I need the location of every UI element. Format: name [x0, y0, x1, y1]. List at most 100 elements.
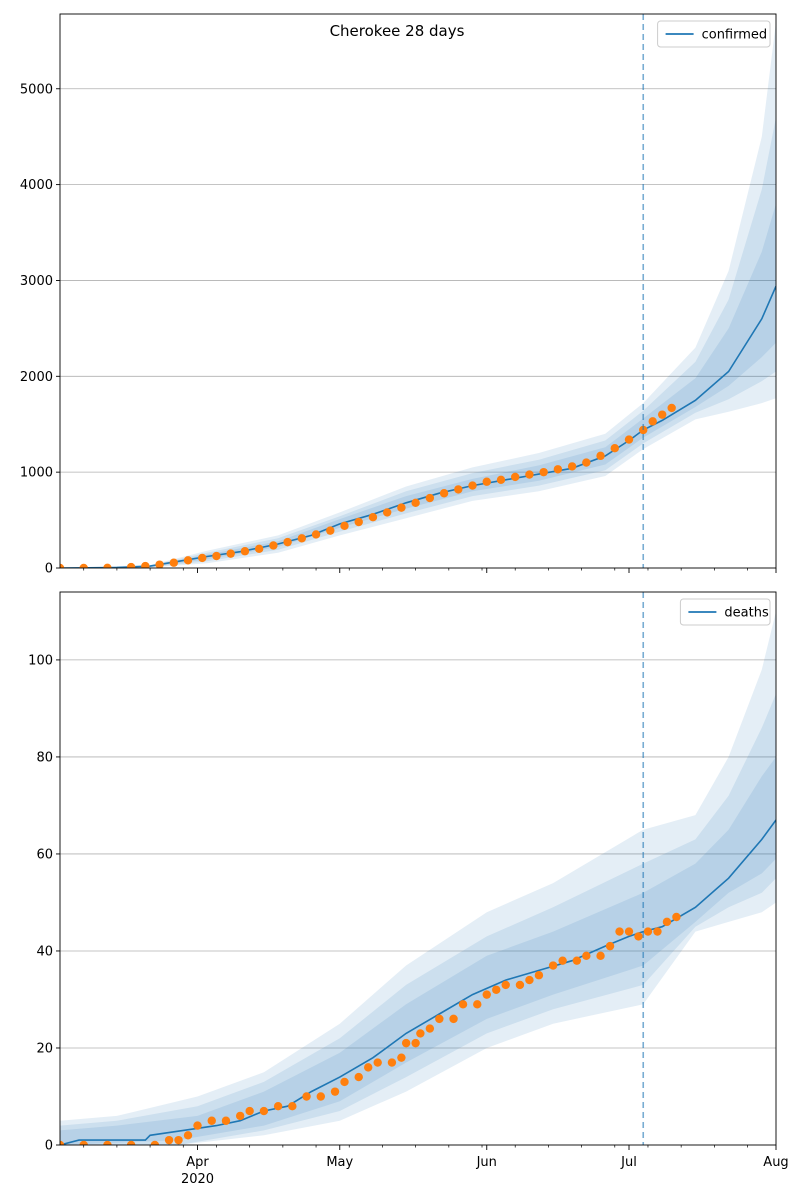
observed-point — [354, 517, 363, 527]
observed-point — [103, 563, 112, 568]
observed-point — [582, 458, 591, 467]
observed-point — [368, 513, 378, 522]
x-tick-year-label: 2020 — [181, 1172, 214, 1187]
observed-point — [473, 1000, 482, 1009]
axes-frame — [59, 13, 777, 569]
observed-point — [567, 462, 577, 471]
observed-point — [126, 1140, 136, 1145]
observed-point — [653, 927, 662, 936]
observed-point — [596, 451, 605, 461]
observed-point — [373, 1058, 382, 1067]
observed-point — [662, 917, 672, 927]
observed-point — [259, 1106, 269, 1116]
legend-box — [657, 20, 771, 48]
observed-point — [297, 534, 307, 543]
y-tick-label: 40 — [36, 944, 53, 959]
observed-point — [449, 1014, 458, 1024]
observed-point — [596, 951, 605, 961]
legend-box — [679, 598, 771, 626]
observed-point — [425, 493, 435, 503]
observed-point — [615, 927, 624, 936]
observed-point — [501, 980, 510, 990]
observed-point — [354, 1072, 363, 1082]
figure-title: Cherokee 28 days — [330, 22, 465, 40]
observed-point — [411, 498, 420, 508]
observed-point — [605, 941, 615, 951]
observed-point — [515, 980, 525, 990]
observed-point — [496, 475, 506, 485]
observed-point — [198, 553, 207, 563]
observed-point — [411, 1038, 420, 1048]
y-tick-label: 60 — [36, 847, 53, 862]
confirmed-panel: 0 1000 2000 3000 4000 5000 confirmed — [20, 13, 777, 577]
observed-point — [397, 503, 406, 512]
deaths-panel: 0 20 40 60 80 100 Apr May Jun Jul Aug 2020 deaths — [28, 591, 789, 1187]
observed-point — [207, 1116, 216, 1125]
observed-point — [492, 985, 501, 994]
deaths-model-line — [60, 819, 776, 1145]
observed-point — [141, 561, 150, 568]
observed-point — [387, 1058, 397, 1067]
observed-point — [624, 927, 634, 936]
observed-point — [534, 971, 544, 980]
observed-point — [511, 472, 520, 482]
uncertainty-band-2 — [60, 693, 776, 1145]
observed-point — [79, 563, 88, 568]
observed-point — [316, 1092, 325, 1101]
y-tick-label: 80 — [36, 750, 53, 765]
observed-point — [235, 1111, 245, 1121]
observed-point — [648, 417, 657, 426]
observed-point — [624, 435, 634, 444]
observed-point — [657, 410, 667, 419]
observed-point — [401, 1038, 411, 1048]
observed-point — [155, 560, 164, 568]
observed-point — [254, 544, 264, 554]
observed-point — [643, 927, 653, 936]
observed-point — [79, 1140, 88, 1145]
observed-point — [340, 521, 349, 531]
observed-point — [269, 541, 278, 550]
y-tick-label: 100 — [28, 653, 53, 668]
observed-point — [435, 1014, 444, 1024]
observed-point — [60, 1140, 65, 1145]
uncertainty-band-1 — [60, 611, 776, 1145]
observed-point — [425, 1024, 435, 1033]
observed-point — [525, 975, 534, 985]
observed-point — [572, 956, 582, 965]
observed-point — [103, 1140, 112, 1145]
y-tick-label: 20 — [36, 1041, 53, 1056]
observed-point — [667, 403, 676, 413]
observed-point — [174, 1135, 183, 1145]
x-tick-label: May — [326, 1155, 353, 1170]
y-tick-label: 0 — [45, 562, 53, 577]
observed-point — [221, 1116, 231, 1125]
x-tick-label: Aug — [763, 1155, 788, 1170]
observed-point — [283, 537, 292, 547]
observed-point — [548, 961, 558, 970]
observed-point — [416, 1029, 425, 1038]
observed-point — [364, 1063, 373, 1072]
x-tick-label: Apr — [186, 1155, 209, 1170]
observed-point — [183, 1131, 193, 1140]
observed-point — [482, 477, 491, 486]
observed-point — [126, 562, 136, 568]
observed-point — [169, 558, 179, 567]
observed-point — [193, 1121, 202, 1130]
observed-point — [397, 1053, 406, 1062]
plot-area — [60, 611, 776, 1145]
observed-point — [382, 508, 392, 517]
observed-point — [326, 526, 335, 535]
observed-point — [164, 1135, 174, 1145]
observed-point — [240, 547, 250, 556]
y-tick-label: 1000 — [20, 466, 53, 481]
observed-point — [482, 990, 491, 999]
y-tick-label: 2000 — [20, 370, 53, 385]
observed-point — [330, 1087, 340, 1096]
y-tick-label: 4000 — [20, 178, 53, 193]
uncertainty-band-3 — [60, 203, 776, 568]
observed-point — [212, 551, 221, 561]
y-tick-label: 0 — [45, 1139, 53, 1154]
observed-point — [226, 549, 235, 558]
observed-point — [454, 485, 463, 494]
